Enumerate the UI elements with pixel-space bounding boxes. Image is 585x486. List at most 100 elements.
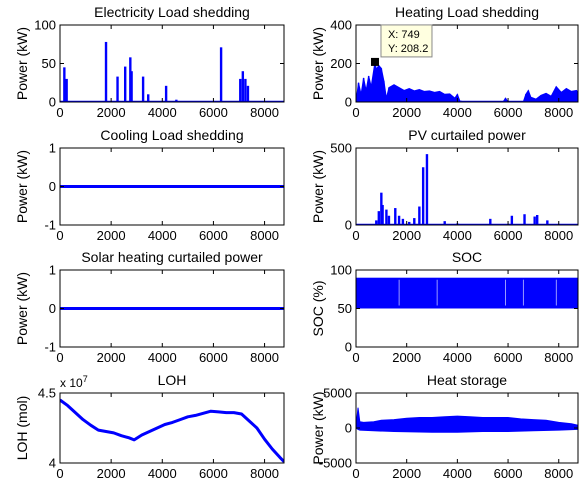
data-layer — [60, 41, 284, 102]
x-tick-label: 6000 — [494, 228, 523, 243]
y-axis-label: Power (kW) — [310, 391, 326, 464]
x-tick-label: 4000 — [148, 228, 177, 243]
data-layer — [356, 407, 578, 433]
y-tick-label: 1 — [49, 263, 56, 278]
x-tick-label: 0 — [352, 350, 359, 365]
subplot-7: 0 2000 4000 6000 8000 4 4.5 LOH LOH (mol) x 107 — [14, 372, 285, 481]
subplot-title: Solar heating curtailed power — [81, 249, 263, 265]
x-tick-label: 4000 — [443, 105, 472, 120]
subplot-title: LOH — [158, 372, 187, 388]
axes-box — [355, 147, 579, 226]
x-tick-label: 0 — [56, 228, 63, 243]
x-tick-label: 8000 — [544, 466, 573, 481]
x-tick-label: 4000 — [148, 466, 177, 481]
subplot-1: 0 2000 4000 6000 8000 0 50 100 Electricity Load … — [14, 4, 285, 120]
y-axis-label: LOH (mol) — [14, 396, 30, 461]
x-tick-label: 0 — [56, 466, 63, 481]
x-tick-label: 6000 — [494, 466, 523, 481]
exponent-power: 7 — [83, 374, 88, 384]
x-tick-label: 0 — [352, 466, 359, 481]
x-tick-label: 8000 — [250, 228, 279, 243]
exponent-base: x 10 — [60, 376, 83, 390]
y-tick-label: 50 — [42, 56, 56, 71]
x-tick-label: 2000 — [97, 228, 126, 243]
y-tick-label: 0 — [49, 179, 56, 194]
x-tick-label: 8000 — [544, 228, 573, 243]
x-tick-label: 6000 — [199, 466, 228, 481]
subplot-4: 0 2000 4000 6000 8000 0 500 PV curtailed power P… — [310, 127, 579, 243]
axes-box — [59, 392, 285, 464]
x-tick-label: 8000 — [250, 350, 279, 365]
x-tick-label: 0 — [352, 228, 359, 243]
x-tick-label: 0 — [56, 350, 63, 365]
y-tick-label: 100 — [330, 263, 352, 278]
y-tick-label: 0 — [345, 340, 352, 355]
x-tick-label: 4000 — [443, 466, 472, 481]
y-tick-label: 400 — [330, 18, 352, 33]
y-tick-label: 200 — [330, 56, 352, 71]
x-tick-label: 6000 — [494, 350, 523, 365]
y-axis-label: Power (kW) — [14, 27, 30, 100]
x-tick-label: 4000 — [148, 105, 177, 120]
x-tick-label: 8000 — [250, 466, 279, 481]
y-tick-label: 4.5 — [38, 386, 56, 401]
subplot-title: Heating Load shedding — [395, 4, 539, 20]
y-tick-label: -1 — [44, 218, 56, 233]
data-layer — [356, 61, 578, 102]
x-tick-label: 6000 — [494, 105, 523, 120]
x-tick-label: 6000 — [199, 350, 228, 365]
y-axis-label: Power (kW) — [14, 150, 30, 223]
x-tick-label: 4000 — [443, 228, 472, 243]
datatip-x: X: 749 — [388, 29, 420, 41]
soc-band — [356, 277, 578, 309]
x-tick-label: 6000 — [199, 228, 228, 243]
subplot-title: SOC — [452, 249, 482, 265]
subplot-title: Cooling Load shedding — [100, 127, 243, 143]
datatip-box — [380, 24, 433, 58]
y-tick-label: 5000 — [323, 386, 352, 401]
x-tick-label: 8000 — [544, 105, 573, 120]
subplot-2: 0 2000 4000 6000 8000 0 200 400 Heating Load she… — [310, 4, 579, 120]
heat-storage-area — [356, 407, 578, 433]
x-tick-label: 0 — [56, 105, 63, 120]
y-tick-label: -5000 — [319, 456, 352, 471]
data-layer — [60, 398, 284, 463]
x-tick-label: 6000 — [199, 105, 228, 120]
y-axis-label: Power (kW) — [310, 150, 326, 223]
x-tick-label: 0 — [352, 105, 359, 120]
data-layer — [356, 277, 578, 309]
y-tick-label: 50 — [338, 301, 352, 316]
x-tick-label: 2000 — [97, 105, 126, 120]
x-tick-label: 2000 — [392, 105, 421, 120]
x-tick-label: 2000 — [392, 466, 421, 481]
x-tick-label: 2000 — [97, 350, 126, 365]
x-tick-label: 4000 — [148, 350, 177, 365]
subplot-6: 0 2000 4000 6000 8000 0 50 100 SOC SOC (%) — [310, 249, 579, 365]
x-tick-label: 2000 — [392, 228, 421, 243]
y-tick-label: 0 — [345, 218, 352, 233]
subplot-title: Heat storage — [427, 372, 507, 388]
y-tick-label: -1 — [44, 340, 56, 355]
y-tick-label: 500 — [330, 141, 352, 156]
axes-box — [59, 24, 285, 103]
y-tick-label: 0 — [49, 301, 56, 316]
subplot-title: PV curtailed power — [408, 127, 526, 143]
y-tick-label: 0 — [49, 95, 56, 110]
data-layer — [356, 154, 578, 225]
y-axis-label: Power (kW) — [14, 272, 30, 345]
y-tick-label: 4 — [49, 456, 56, 471]
subplot-title: Electricity Load shedding — [94, 4, 250, 20]
x-tick-label: 8000 — [250, 105, 279, 120]
datatip-marker — [370, 57, 379, 66]
y-axis-label: SOC (%) — [310, 281, 326, 337]
y-exponent-label: x 107 — [60, 374, 88, 390]
y-tick-label: 100 — [34, 18, 56, 33]
datatip-y: Y: 208.2 — [388, 43, 428, 55]
y-tick-label: 1 — [49, 141, 56, 156]
x-tick-label: 8000 — [544, 350, 573, 365]
x-tick-label: 2000 — [392, 350, 421, 365]
y-tick-label: 0 — [345, 95, 352, 110]
